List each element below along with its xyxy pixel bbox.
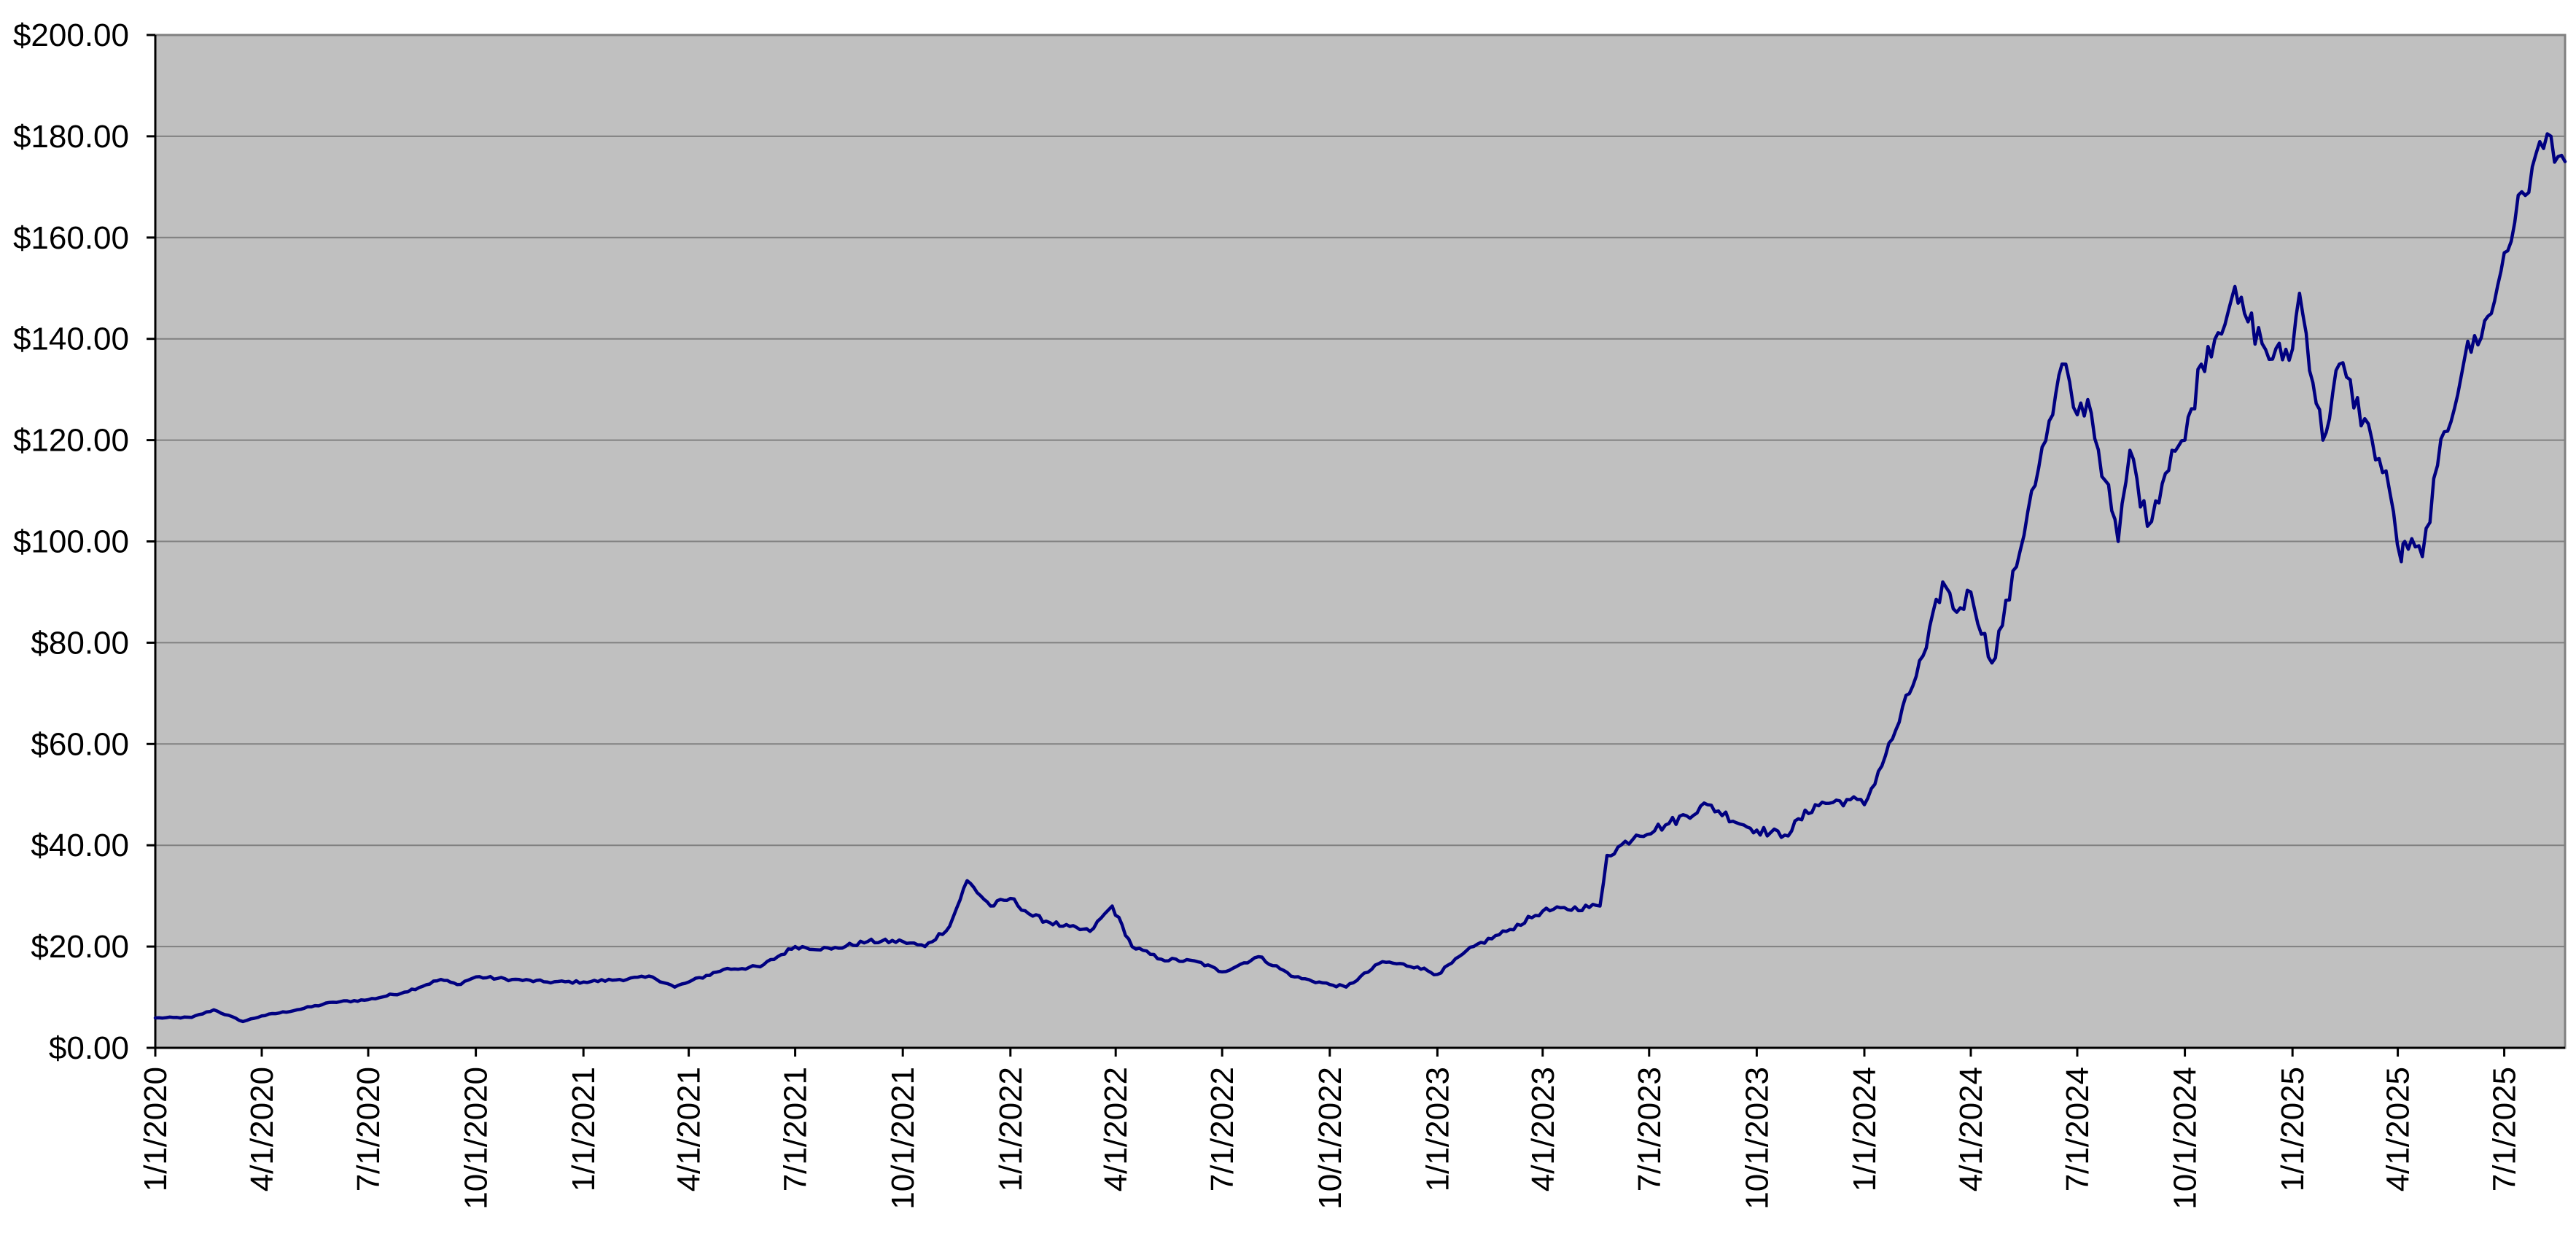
x-tick-label: 4/1/2022 [1098, 1067, 1134, 1191]
y-tick-label: $180.00 [13, 119, 129, 155]
x-tick-label: 7/1/2020 [351, 1067, 386, 1191]
y-tick-label: $160.00 [13, 220, 129, 256]
x-tick-label: 4/1/2025 [2381, 1067, 2416, 1191]
x-tick-label: 1/1/2022 [993, 1067, 1029, 1191]
y-axis-ticks: $0.00 $20.00 $40.00 $60.00 $80.00 $100.00 $120… [13, 18, 155, 1066]
x-tick-label: 1/1/2020 [138, 1067, 174, 1191]
y-tick-label: $60.00 [31, 726, 129, 762]
y-tick-label: $80.00 [31, 625, 129, 661]
x-tick-label: 7/1/2022 [1205, 1067, 1240, 1191]
series-group [153, 132, 2567, 1024]
x-tick-label: 1/1/2023 [1420, 1067, 1455, 1191]
x-tick-label: 10/1/2023 [1739, 1067, 1775, 1210]
x-tick-label: 1/1/2025 [2275, 1067, 2311, 1191]
y-tick-label: $120.00 [13, 423, 129, 459]
x-tick-label: 7/1/2023 [1632, 1067, 1668, 1191]
y-tick-label: $200.00 [13, 18, 129, 53]
x-tick-label: 10/1/2022 [1312, 1067, 1348, 1210]
x-tick-label: 1/1/2024 [1847, 1067, 1883, 1191]
y-tick-label: $40.00 [31, 828, 129, 863]
gridlines [155, 135, 2565, 948]
x-axis-ticks: 1/1/2020 4/1/2020 7/1/2020 10/1/2020 1/1/202… [138, 1048, 2523, 1210]
x-tick-label: 10/1/2021 [885, 1067, 921, 1210]
y-tick-label: $20.00 [31, 929, 129, 965]
x-tick-label: 1/1/2021 [566, 1067, 602, 1191]
x-tick-label: 7/1/2025 [2487, 1067, 2523, 1191]
x-tick-label: 4/1/2023 [1525, 1067, 1561, 1191]
y-tick-label: $100.00 [13, 524, 129, 560]
x-tick-label: 7/1/2021 [778, 1067, 814, 1191]
x-tick-label: 4/1/2024 [1953, 1067, 1989, 1191]
x-tick-label: 4/1/2021 [672, 1067, 707, 1191]
series-line [153, 132, 2567, 1024]
y-tick-label: $140.00 [13, 322, 129, 357]
y-tick-label: $0.00 [49, 1030, 129, 1066]
x-tick-label: 7/1/2024 [2060, 1067, 2096, 1191]
x-tick-label: 4/1/2020 [244, 1067, 280, 1191]
x-tick-label: 10/1/2020 [459, 1067, 494, 1210]
x-tick-label: 10/1/2024 [2168, 1067, 2203, 1210]
